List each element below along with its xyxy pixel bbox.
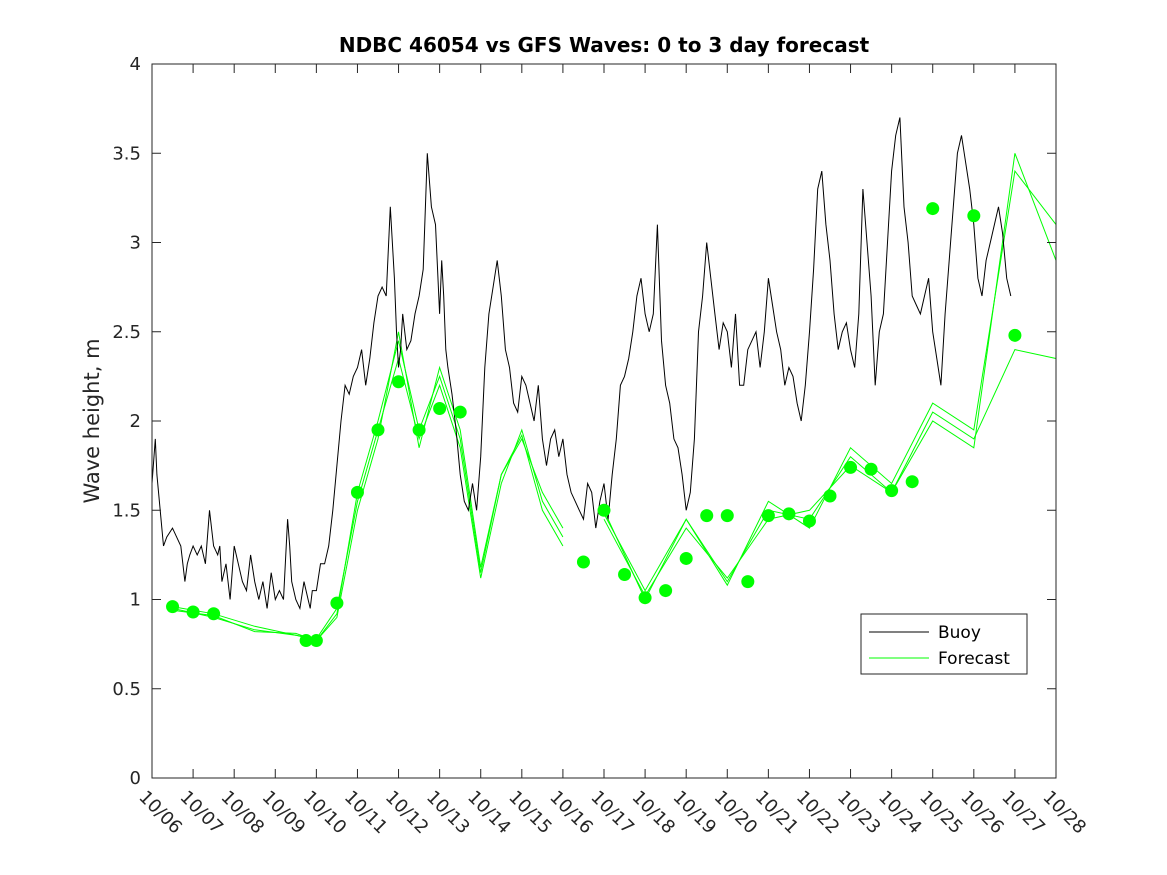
forecast-marker	[207, 607, 221, 621]
forecast-marker	[679, 551, 693, 565]
chart-title: NDBC 46054 vs GFS Waves: 0 to 3 day fore…	[339, 33, 870, 57]
forecast-marker	[761, 509, 775, 523]
y-axis-label: Wave height, m	[80, 338, 104, 503]
forecast-series-line	[172, 331, 564, 642]
forecast-marker	[597, 503, 611, 517]
forecast-marker	[576, 555, 590, 569]
forecast-marker	[700, 509, 714, 523]
forecast-series-line	[172, 356, 564, 640]
legend-box	[860, 613, 1028, 675]
forecast-series-line	[603, 153, 1057, 597]
forecast-marker	[638, 591, 652, 605]
y-tick-label: 2	[130, 411, 141, 432]
y-tick-label: 0.5	[112, 679, 141, 700]
forecast-marker	[967, 209, 981, 223]
forecast-marker	[350, 485, 364, 499]
forecast-marker	[782, 507, 796, 521]
y-axis: 0 0.5 1 1.5 2 2.5 3 3.5 4	[112, 54, 1056, 789]
y-tick-label: 0	[130, 768, 141, 789]
forecast-marker	[720, 509, 734, 523]
forecast-marker	[433, 402, 447, 416]
forecast-marker	[330, 596, 344, 610]
buoy-series-line	[151, 117, 1012, 611]
forecast-marker	[618, 568, 632, 582]
forecast-marker	[453, 405, 467, 419]
legend-buoy-label: Buoy	[938, 623, 981, 643]
forecast-marker	[1008, 328, 1022, 342]
buoy-line-group	[151, 117, 1012, 611]
legend-forecast-label: Forecast	[938, 649, 1010, 669]
forecast-marker	[741, 575, 755, 589]
forecast-series-line	[172, 340, 564, 642]
forecast-marker	[823, 489, 837, 503]
y-tick-label: 4	[130, 54, 141, 75]
forecast-marker	[864, 462, 878, 476]
forecast-marker	[905, 475, 919, 489]
forecast-marker	[186, 605, 200, 619]
forecast-marker	[166, 600, 180, 614]
legend: Buoy Forecast	[860, 613, 1028, 675]
forecast-marker	[299, 634, 313, 648]
forecast-markers	[166, 202, 1022, 648]
y-tick-label: 3.5	[112, 143, 141, 164]
y-tick-label: 1	[130, 590, 141, 611]
forecast-marker	[926, 202, 940, 216]
y-tick-label: 1.5	[112, 500, 141, 521]
forecast-lines	[172, 153, 1057, 642]
forecast-marker	[844, 460, 858, 474]
forecast-marker	[659, 584, 673, 598]
y-tick-label: 2.5	[112, 322, 141, 343]
y-tick-label: 3	[130, 233, 141, 254]
forecast-marker	[885, 484, 899, 498]
forecast-marker	[309, 634, 323, 648]
forecast-marker	[392, 375, 406, 389]
forecast-marker	[371, 423, 385, 437]
forecast-marker	[802, 514, 816, 528]
forecast-marker	[412, 423, 426, 437]
